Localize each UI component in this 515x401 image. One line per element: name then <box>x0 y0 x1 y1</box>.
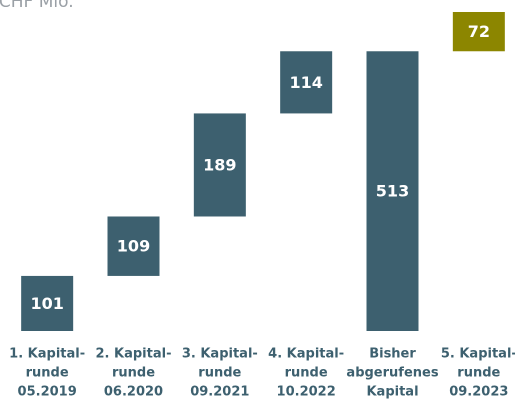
x-tick-label: runde <box>198 366 241 381</box>
bar <box>107 216 160 276</box>
x-tick-label: 09.2023 <box>449 385 508 400</box>
x-tick-label: Bisher <box>369 347 416 362</box>
x-tick-label: 06.2020 <box>104 385 163 400</box>
x-tick-label: abgerufenes <box>346 366 438 381</box>
x-tick-label: 3. Kapital- <box>182 347 258 362</box>
x-tick-label: 2. Kapital- <box>96 347 172 362</box>
x-tick-label: 10.2022 <box>277 385 336 400</box>
x-tick-label: runde <box>26 366 69 381</box>
x-tick-label: 05.2019 <box>18 385 77 400</box>
value-label: 101 <box>30 294 63 313</box>
x-tick-label: Kapital <box>366 385 418 400</box>
value-label: 114 <box>289 73 322 92</box>
bar <box>366 51 419 332</box>
x-tick-label: 4. Kapital- <box>268 347 344 362</box>
value-label: 189 <box>203 155 236 174</box>
x-tick-label: runde <box>457 366 500 381</box>
x-tick-label: 5. Kapital- <box>441 347 515 362</box>
bar <box>452 12 505 52</box>
bar <box>21 275 74 331</box>
bar <box>193 113 246 217</box>
x-tick-label: runde <box>112 366 155 381</box>
x-tick-label: runde <box>285 366 328 381</box>
bar <box>280 51 333 114</box>
chart-title: in CHF Mio. <box>0 0 74 12</box>
value-label: 109 <box>117 237 150 256</box>
value-label: 72 <box>468 22 490 41</box>
x-tick-label: 1. Kapital- <box>9 347 85 362</box>
x-tick-label: 09.2021 <box>190 385 249 400</box>
value-label: 513 <box>376 182 409 201</box>
